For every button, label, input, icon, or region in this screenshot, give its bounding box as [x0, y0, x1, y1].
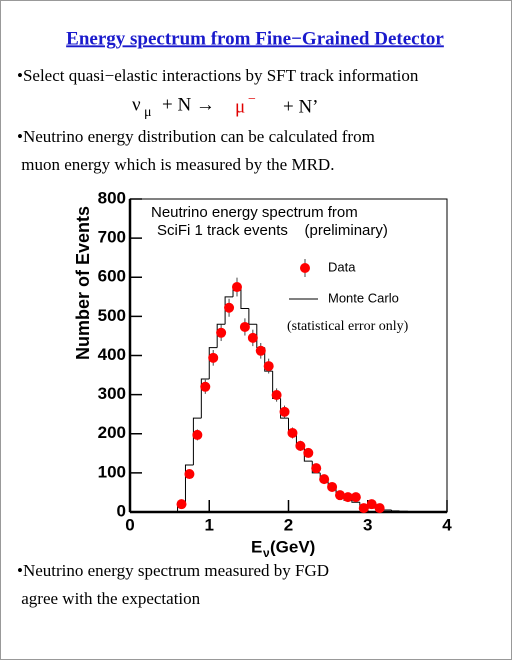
histogram-bin: [184, 464, 194, 507]
chart-title: SciFi 1 track events (preliminary): [157, 222, 388, 239]
bullet: •Select quasi−elastic interactions by SF…: [17, 66, 419, 85]
eq-muon: μ: [235, 96, 245, 117]
bullet-cont: muon energy which is measured by the MRD…: [17, 155, 334, 174]
chart-title: Neutrino energy spectrum from: [151, 204, 358, 221]
data-point: [231, 282, 242, 293]
data-point: [176, 499, 187, 510]
data-point: [303, 447, 314, 458]
legend-label: Data: [328, 259, 356, 274]
y-tick-label: 500: [98, 306, 126, 325]
histogram-bin: [280, 398, 289, 419]
data-point: [184, 469, 195, 480]
eq-end: + N’: [283, 96, 319, 117]
x-axis-label-sub: ν: [263, 546, 270, 560]
data-point: [279, 406, 290, 417]
histogram-bin: [351, 500, 360, 503]
x-axis-label: E: [251, 537, 262, 556]
data-point: [295, 440, 306, 451]
data-point: [200, 381, 211, 392]
chart-note: (statistical error only): [287, 319, 409, 334]
histogram-bin: [398, 510, 408, 512]
data-point: [358, 503, 369, 514]
y-tick-label: 800: [98, 188, 126, 207]
data-point: [327, 481, 338, 492]
data-point: [319, 474, 330, 485]
data-point: [224, 302, 235, 313]
histogram-bin: [208, 347, 218, 379]
data-point: [255, 345, 266, 356]
data-point: [366, 499, 377, 510]
data-point: [239, 321, 250, 332]
histogram-bin: [240, 285, 249, 310]
data-point: [374, 503, 385, 514]
data-point: [350, 492, 361, 503]
x-tick-label: 2: [284, 515, 293, 534]
histogram-bin: [391, 510, 400, 512]
y-tick-label: 400: [98, 345, 126, 364]
y-tick-label: 300: [98, 384, 126, 403]
data-point: [247, 332, 258, 343]
eq-muon-sup: −: [248, 92, 256, 107]
data-point: [271, 390, 282, 401]
bullet: •Neutrino energy spectrum measured by FG…: [17, 561, 329, 580]
y-tick-label: 700: [98, 228, 126, 247]
x-tick-label: 1: [205, 515, 214, 534]
x-tick-label: 3: [363, 515, 372, 534]
data-point: [192, 429, 203, 440]
data-point: [216, 327, 227, 338]
x-tick-label: 0: [125, 515, 134, 534]
data-point: [208, 352, 219, 363]
legend-label: Monte Carlo: [328, 290, 399, 305]
eq-nu-sub: μ: [144, 105, 152, 120]
data-point: [263, 361, 274, 372]
y-tick-label: 600: [98, 267, 126, 286]
equation: ν μ + N → μ − + N’: [132, 92, 319, 120]
bullet-cont: agree with the expectation: [17, 589, 201, 608]
eq-nu: ν: [132, 94, 141, 115]
histogram-bin: [200, 378, 210, 419]
y-axis-label: Number of Events: [73, 206, 93, 360]
histogram-bin: [224, 296, 234, 325]
bullet: •Neutrino energy distribution can be cal…: [17, 127, 375, 146]
y-tick-label: 200: [98, 423, 126, 442]
y-tick-label: 0: [117, 501, 126, 520]
legend-marker: [300, 263, 310, 273]
slide-title: Energy spectrum from Fine−Grained Detect…: [66, 28, 444, 49]
data-point: [311, 463, 322, 474]
data-point: [342, 492, 353, 503]
data-point: [335, 490, 346, 501]
x-tick-label: 4: [442, 515, 452, 534]
histogram-bin: [192, 417, 202, 466]
data-point: [287, 427, 298, 438]
x-axis-label-unit: (GeV): [270, 537, 315, 556]
histogram-bin: [264, 347, 273, 372]
eq-mid: + N →: [162, 94, 215, 115]
histogram-bin: [216, 323, 226, 348]
y-tick-label: 100: [98, 462, 126, 481]
